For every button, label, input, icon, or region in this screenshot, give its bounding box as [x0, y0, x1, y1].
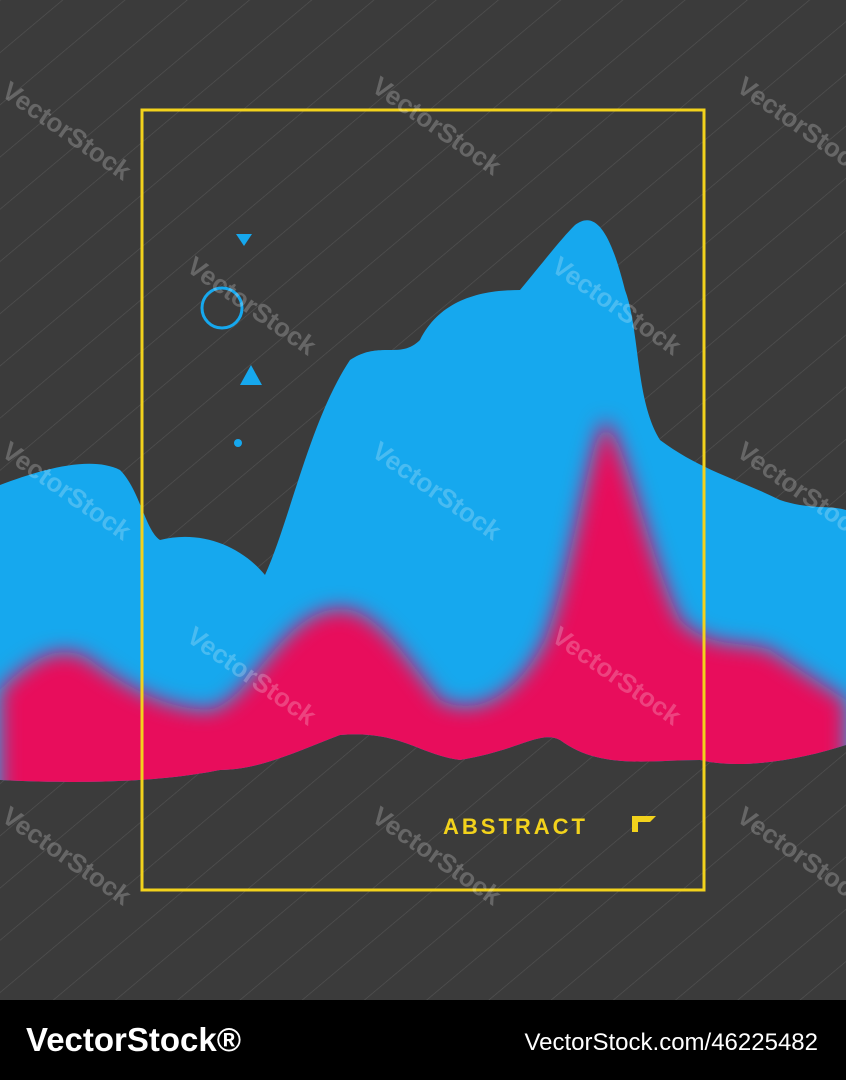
- circle-icon: [200, 286, 244, 330]
- footer-brand: VectorStock®: [26, 1021, 241, 1058]
- dot: [234, 439, 242, 447]
- footer-id: VectorStock.com/46225482: [524, 1029, 818, 1056]
- wave-pink: [0, 420, 846, 782]
- title-mark: [632, 816, 656, 832]
- poster-title: ABSTRACT: [443, 814, 588, 839]
- frame: [140, 108, 706, 892]
- triangle-up: [240, 365, 262, 385]
- triangle-down: [236, 234, 252, 246]
- footer-bar: [0, 1000, 846, 1080]
